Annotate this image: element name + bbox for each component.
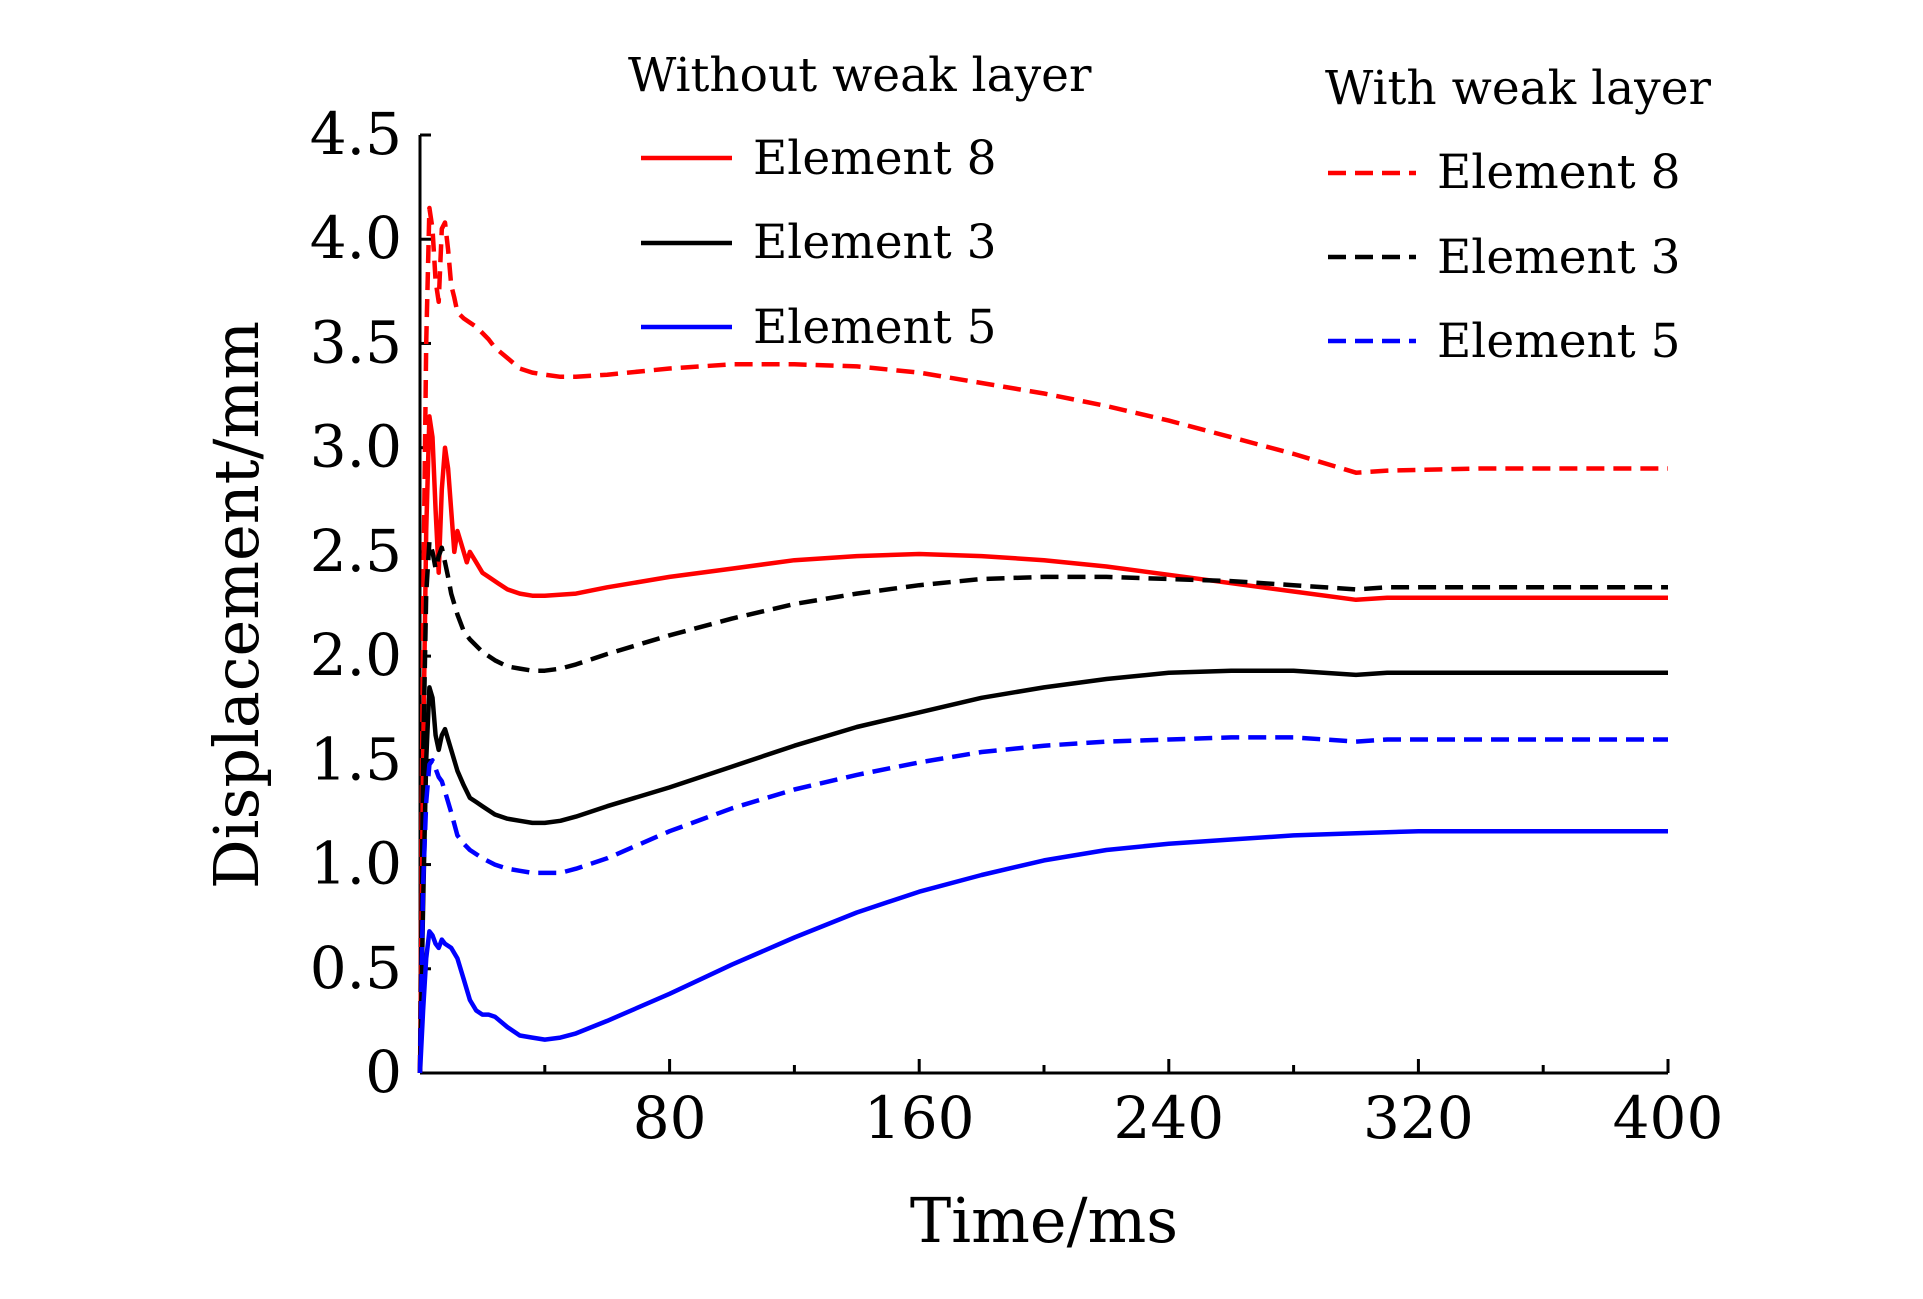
x-tick-label: 320	[1363, 1084, 1474, 1152]
legend-label-dashed-element-5: Element 5	[1437, 314, 1681, 369]
y-tick-label: 2.5	[310, 517, 402, 585]
x-tick-label: 80	[633, 1084, 707, 1152]
x-axis-title: Time/ms	[910, 1184, 1178, 1257]
legend-title-without-weak-layer: Without weak layer	[628, 48, 1092, 103]
y-axis-title: Displacement/mm	[200, 321, 273, 889]
legend-label-dashed-element-3: Element 3	[1437, 230, 1681, 285]
legend-label-solid-element-5: Element 5	[753, 300, 997, 355]
series-with-weak-layer-element-5	[417, 735, 1668, 1074]
y-tick-label: 4.5	[310, 100, 402, 168]
series-with-weak-layer-element-8	[417, 205, 1668, 1074]
series-without-weak-layer-element-8	[417, 414, 1668, 1074]
legend-label-solid-element-8: Element 8	[753, 131, 997, 186]
series-without-weak-layer-element-5	[417, 828, 1668, 1074]
series-without-weak-layer-element-3	[417, 668, 1668, 1074]
x-tick-label: 160	[864, 1084, 975, 1152]
legend-with-weak-layer: With weak layer Element 8 Element 3 Elem…	[1325, 61, 1712, 369]
axis-tick-labels: 0 0.5 1.0 1.5 2.0 2.5 3.0 3.5 4.0 4.5 80 160 240 320 4…	[310, 100, 1724, 1152]
series-with-weak-layer-element-3	[417, 539, 1668, 1074]
y-tick-label: 3.0	[310, 413, 402, 481]
legend-title-with-weak-layer: With weak layer	[1325, 61, 1712, 116]
legend-label-solid-element-3: Element 3	[753, 215, 997, 270]
legend-without-weak-layer: Without weak layer Element 8 Element 3 E…	[628, 48, 1092, 355]
y-tick-label: 0.5	[310, 934, 402, 1002]
y-tick-label: 1.0	[310, 830, 402, 898]
y-tick-label: 3.5	[310, 308, 402, 376]
y-tick-label: 2.0	[310, 621, 402, 689]
series-lines	[417, 205, 1668, 1074]
y-tick-label: 1.5	[310, 725, 402, 793]
y-tick-label: 4.0	[310, 204, 402, 272]
x-tick-label: 400	[1613, 1084, 1724, 1152]
x-tick-label: 240	[1113, 1084, 1224, 1152]
legend-label-dashed-element-8: Element 8	[1437, 145, 1681, 200]
y-tick-label: 0	[365, 1038, 402, 1106]
